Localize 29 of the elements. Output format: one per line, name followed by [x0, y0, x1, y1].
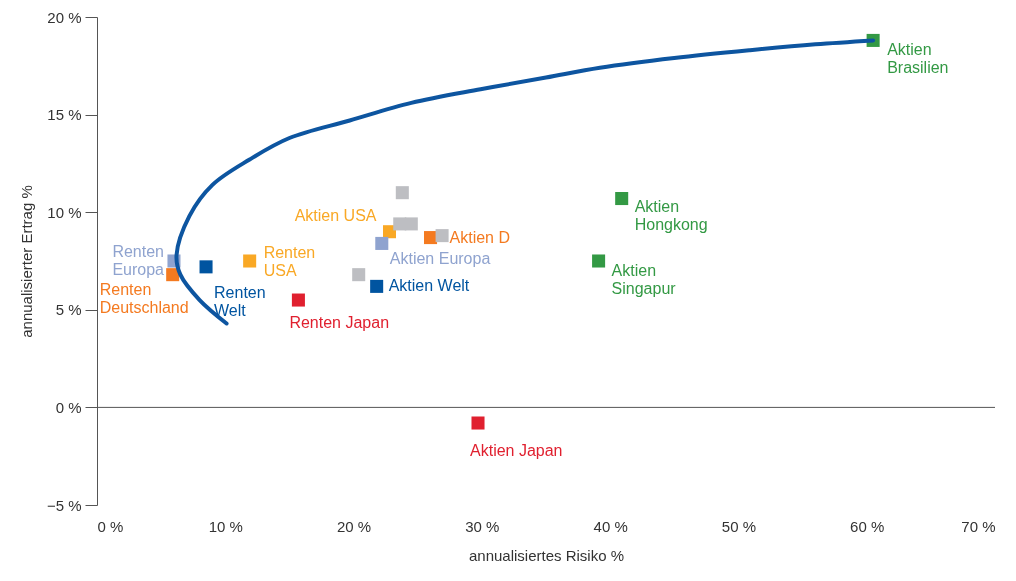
- y-axis-title: annualisierter Ertrag %: [17, 185, 35, 338]
- x-tick-label: 60 %: [850, 517, 885, 535]
- series-label: Renten Europa: [112, 243, 165, 278]
- x-tick-label: 20 %: [336, 517, 372, 535]
- y-tick-label: −5 %: [46, 496, 82, 514]
- x-tick-label: 30 %: [465, 517, 500, 535]
- x-tick-label: 70 %: [961, 517, 996, 535]
- series-label: Aktien Hongkong: [634, 197, 708, 233]
- x-tick-label: 0 %: [97, 517, 124, 535]
- series-label: Aktien USA: [294, 206, 377, 224]
- x-tick-label: 40 %: [593, 517, 628, 535]
- x-axis-title: annualisiertes Risiko %: [468, 546, 625, 564]
- series-label: Aktien D: [449, 228, 511, 246]
- x-tick-label: 10 %: [208, 517, 243, 535]
- series-label: Renten Japan: [289, 314, 390, 332]
- y-tick-label: 15 %: [47, 106, 82, 124]
- series-label: Renten Deutschland: [99, 280, 189, 316]
- y-tick-label: 0 %: [55, 398, 82, 416]
- series-label: Aktien Singapur: [611, 262, 677, 297]
- x-tick-label: 50 %: [721, 517, 757, 535]
- series-label: Aktien Europa: [389, 250, 491, 268]
- y-tick-label: 5 %: [55, 301, 82, 319]
- y-tick-label: 20 %: [47, 8, 82, 26]
- series-label: Renten USA: [263, 244, 316, 279]
- y-tick-label: 10 %: [47, 203, 82, 221]
- series-label: Aktien Japan: [470, 442, 563, 460]
- series-label: Renten Welt: [214, 283, 266, 319]
- series-label: Aktien Brasilien: [887, 41, 949, 77]
- series-label: Aktien Welt: [388, 277, 470, 295]
